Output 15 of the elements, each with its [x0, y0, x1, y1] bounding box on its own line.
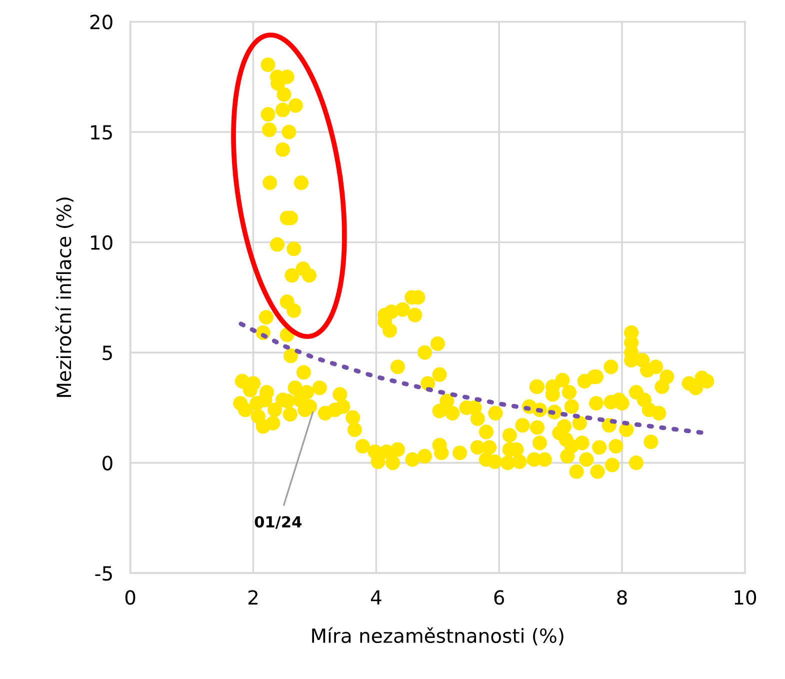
y-tick-label: 20	[90, 14, 112, 30]
x-tick-label: 0	[125, 590, 136, 605]
x-axis-title: Míra nezaměstnanosti (%)	[312, 627, 564, 646]
x-tick-label: 2	[248, 590, 258, 605]
annotation: 01/24	[254, 516, 302, 529]
y-tick-label: -5	[95, 566, 112, 581]
x-tick-label: 10	[734, 590, 756, 605]
y-tick-label: 15	[91, 125, 112, 140]
y-axis-title: Meziroční inflace (%)	[55, 198, 74, 397]
x-tick-label: 4	[370, 590, 382, 605]
y-tick-label: 5	[102, 346, 112, 360]
x-tick-label: 8	[617, 590, 627, 605]
y-tick-label: 10	[91, 235, 112, 250]
y-tick-label: 0	[102, 456, 112, 470]
x-tick-label: 6	[494, 590, 504, 605]
